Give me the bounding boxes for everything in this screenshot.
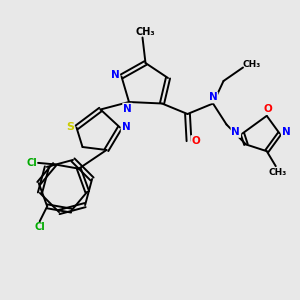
Text: N: N (231, 127, 240, 137)
Text: N: N (123, 103, 132, 114)
Text: N: N (122, 122, 130, 133)
Text: Cl: Cl (34, 222, 45, 232)
Text: S: S (66, 122, 74, 133)
Text: CH₃: CH₃ (268, 168, 286, 177)
Text: N: N (208, 92, 217, 103)
Text: CH₃: CH₃ (136, 27, 155, 37)
Text: Cl: Cl (26, 158, 37, 168)
Text: CH₃: CH₃ (242, 60, 260, 69)
Text: N: N (110, 70, 119, 80)
Text: N: N (282, 127, 291, 137)
Text: O: O (191, 136, 200, 146)
Text: O: O (264, 104, 273, 114)
